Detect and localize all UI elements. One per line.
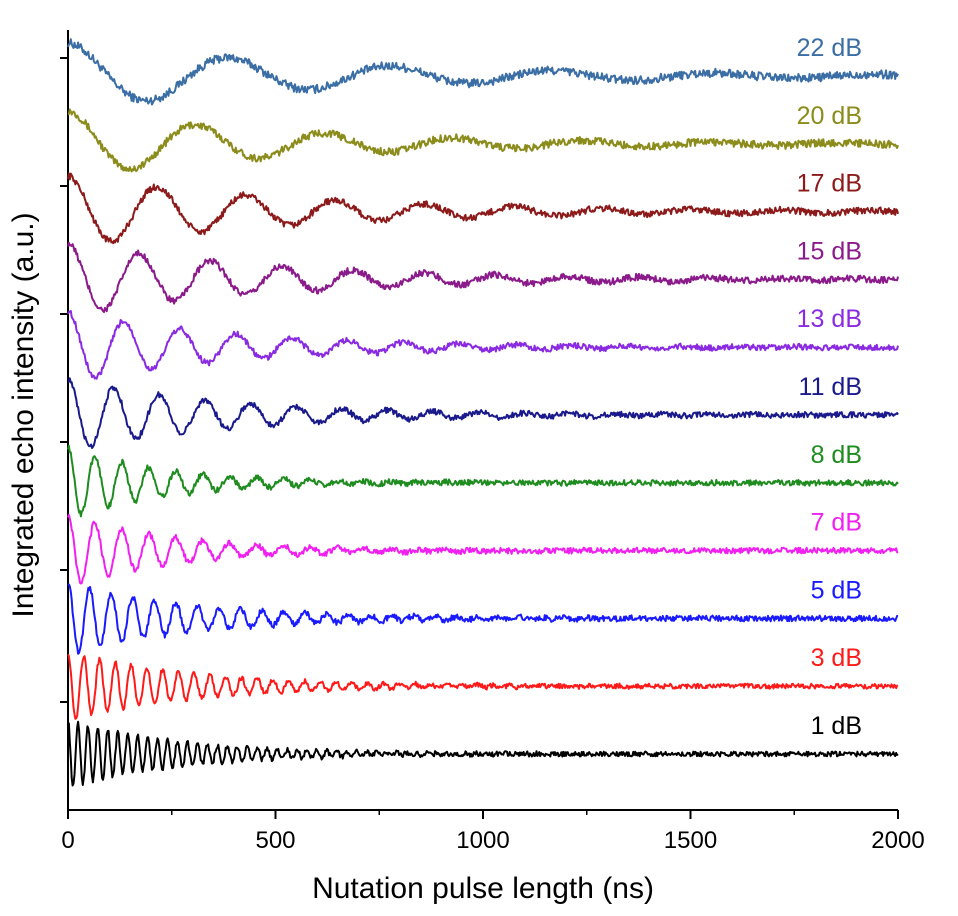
series-label: 7 dB (811, 509, 862, 537)
series-line-7db (67, 513, 899, 585)
x-axis-title: Nutation pulse length (ns) (312, 872, 654, 905)
x-ticks: 0 500 1000 1500 2000 (61, 810, 925, 854)
series-layer (67, 38, 899, 787)
x-tick-label: 500 (255, 827, 295, 854)
series-label: 1 dB (811, 712, 862, 740)
x-tick-label: 1500 (664, 827, 717, 854)
series-line-8db (67, 444, 899, 518)
x-tick-label: 2000 (871, 827, 924, 854)
series-line-20db (67, 108, 899, 173)
series-label: 11 dB (799, 373, 862, 401)
series-label: 22 dB (797, 34, 862, 62)
x-tick-label: 1000 (456, 827, 509, 854)
series-labels: 22 dB 20 dB 17 dB 15 dB 13 dB 11 dB 8 dB 7 dB 5 … (797, 34, 862, 740)
series-label: 3 dB (811, 644, 862, 672)
series-line-15db (67, 241, 899, 314)
y-axis-title: Integrated echo intensity (a.u.) (7, 212, 40, 617)
series-line-22db (67, 38, 899, 106)
series-line-3db (67, 653, 899, 720)
series-label: 13 dB (797, 305, 862, 333)
series-line-11db (67, 377, 899, 449)
series-label: 15 dB (797, 237, 862, 265)
x-tick-label: 0 (61, 827, 74, 854)
series-label: 8 dB (811, 441, 862, 469)
y-ticks (60, 57, 68, 703)
series-line-13db (67, 309, 899, 380)
series-label: 20 dB (797, 102, 862, 130)
series-line-5db (67, 583, 899, 655)
series-line-1db (67, 720, 899, 787)
series-label: 5 dB (811, 576, 862, 604)
series-line-17db (67, 172, 899, 245)
series-label: 17 dB (797, 170, 862, 198)
